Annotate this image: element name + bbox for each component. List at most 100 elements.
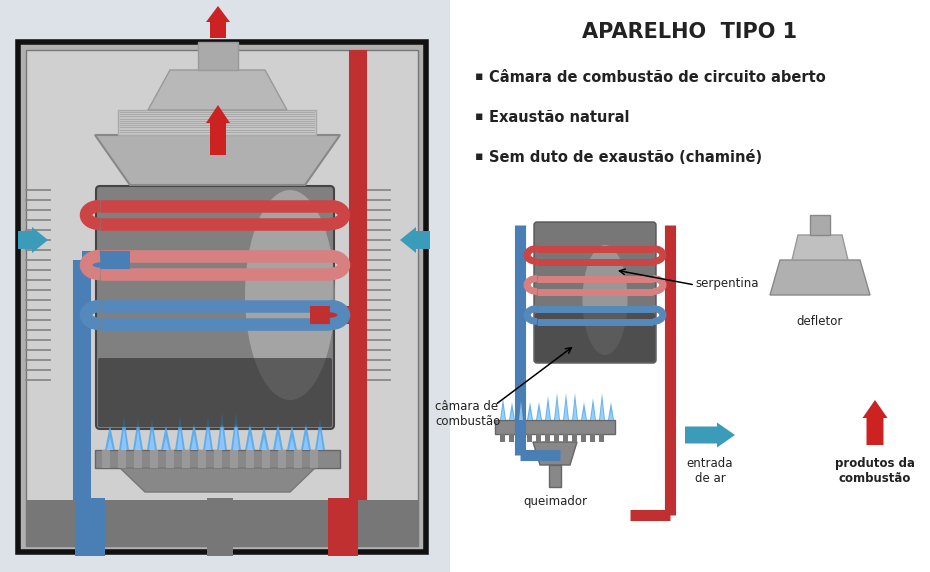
FancyArrow shape <box>862 400 887 445</box>
Bar <box>599 434 604 442</box>
FancyBboxPatch shape <box>534 222 656 363</box>
FancyBboxPatch shape <box>26 50 418 546</box>
Bar <box>207 498 233 556</box>
Bar <box>182 450 190 468</box>
Polygon shape <box>554 393 560 420</box>
Polygon shape <box>590 398 596 420</box>
Text: ▪: ▪ <box>475 110 484 123</box>
Bar <box>509 434 514 442</box>
Polygon shape <box>119 416 129 450</box>
Polygon shape <box>191 434 197 450</box>
Polygon shape <box>608 402 614 420</box>
Bar <box>310 450 318 468</box>
Polygon shape <box>135 430 141 450</box>
Polygon shape <box>600 401 604 420</box>
Polygon shape <box>261 437 267 450</box>
FancyArrow shape <box>685 423 735 447</box>
Bar <box>262 450 270 468</box>
Polygon shape <box>231 412 241 450</box>
Bar <box>536 434 541 442</box>
Polygon shape <box>555 401 559 420</box>
Text: queimador: queimador <box>523 495 587 508</box>
Bar <box>590 434 595 442</box>
Bar <box>230 450 238 468</box>
Polygon shape <box>500 398 506 420</box>
Bar <box>95 450 340 468</box>
Polygon shape <box>528 410 532 420</box>
FancyBboxPatch shape <box>535 313 655 362</box>
Polygon shape <box>501 406 505 420</box>
Polygon shape <box>315 418 325 450</box>
Text: entrada
de ar: entrada de ar <box>686 457 733 485</box>
Polygon shape <box>247 434 253 450</box>
Text: produtos da
combustão: produtos da combustão <box>835 457 915 485</box>
Polygon shape <box>163 437 169 450</box>
Bar <box>563 434 568 442</box>
Bar <box>554 434 559 442</box>
Bar <box>278 450 286 468</box>
Polygon shape <box>533 442 577 465</box>
FancyArrow shape <box>206 6 230 38</box>
Polygon shape <box>545 396 551 420</box>
Polygon shape <box>148 70 287 110</box>
Bar <box>198 42 238 70</box>
Polygon shape <box>770 260 870 295</box>
Text: câmara de
combustão: câmara de combustão <box>435 400 500 428</box>
FancyArrow shape <box>400 227 430 253</box>
Ellipse shape <box>582 245 628 355</box>
Polygon shape <box>582 410 586 420</box>
Polygon shape <box>105 425 115 450</box>
Polygon shape <box>245 422 255 450</box>
Polygon shape <box>303 434 309 450</box>
Polygon shape <box>177 428 183 450</box>
Polygon shape <box>518 393 524 420</box>
Polygon shape <box>219 424 225 450</box>
Bar <box>102 450 110 468</box>
Polygon shape <box>289 437 295 450</box>
Polygon shape <box>95 135 340 185</box>
Bar <box>75 498 105 556</box>
FancyBboxPatch shape <box>98 358 332 427</box>
Bar <box>294 450 302 468</box>
Polygon shape <box>537 410 541 420</box>
Polygon shape <box>107 437 113 450</box>
Polygon shape <box>175 416 185 450</box>
Bar <box>450 0 930 572</box>
Bar <box>118 110 316 135</box>
Text: APARELHO  TIPO 1: APARELHO TIPO 1 <box>582 22 798 42</box>
Text: Câmara de combustão de circuito aberto: Câmara de combustão de circuito aberto <box>489 70 826 85</box>
Polygon shape <box>510 410 514 420</box>
Text: ▪: ▪ <box>475 70 484 83</box>
Bar <box>118 450 126 468</box>
Bar <box>166 450 174 468</box>
Bar <box>134 450 142 468</box>
Polygon shape <box>189 422 199 450</box>
FancyBboxPatch shape <box>96 186 334 429</box>
Bar <box>26 500 418 546</box>
Polygon shape <box>546 404 550 420</box>
Bar <box>581 434 586 442</box>
Polygon shape <box>572 393 578 420</box>
Polygon shape <box>573 401 577 420</box>
Ellipse shape <box>245 190 335 400</box>
Bar <box>500 434 505 442</box>
Text: Exaustão natural: Exaustão natural <box>489 110 630 125</box>
Polygon shape <box>609 410 613 420</box>
Polygon shape <box>275 434 281 450</box>
Polygon shape <box>259 425 269 450</box>
Polygon shape <box>217 412 227 450</box>
Polygon shape <box>205 428 211 450</box>
Polygon shape <box>581 402 587 420</box>
Bar <box>495 420 615 434</box>
Polygon shape <box>161 425 171 450</box>
Polygon shape <box>233 424 239 450</box>
FancyArrow shape <box>18 227 48 253</box>
Polygon shape <box>203 416 213 450</box>
Polygon shape <box>509 402 515 420</box>
Bar <box>810 215 830 235</box>
Polygon shape <box>121 428 127 450</box>
Text: serpentina: serpentina <box>695 277 759 290</box>
Polygon shape <box>599 393 605 420</box>
Polygon shape <box>563 393 569 420</box>
Polygon shape <box>591 406 595 420</box>
